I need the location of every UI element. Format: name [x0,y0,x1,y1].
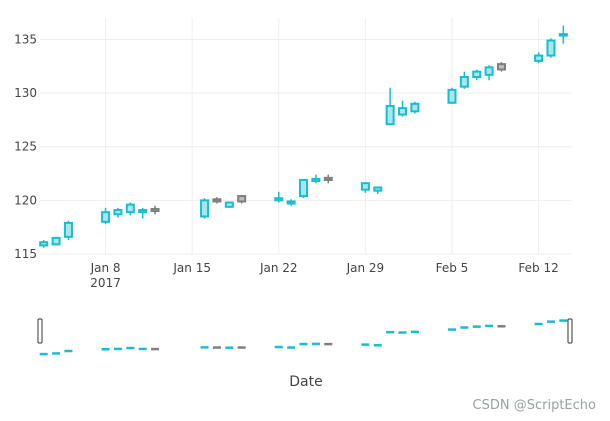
x-tick-label: Jan 22 [259,261,298,275]
candle-body-increasing [472,70,482,78]
candle-body-increasing [101,211,111,223]
candle-body-increasing [546,39,556,57]
y-tick-label: 130 [14,86,37,100]
candle-body-increasing [274,197,284,202]
candle-layer [39,25,568,248]
candle-body-increasing [125,203,135,214]
range-slider[interactable] [37,318,573,356]
candle-body-decreasing [237,195,247,203]
candle-body-increasing [224,201,234,208]
candle-body-increasing [484,66,494,76]
candle-body-increasing [360,182,370,191]
candle-body-increasing [447,88,457,104]
candle-body-decreasing [150,207,160,213]
candle-body-increasing [200,199,210,218]
y-axis-ticks: 115 120 125 130 135 [14,32,37,261]
candle-body-increasing [51,236,61,246]
candle-body-increasing [138,209,148,214]
watermark-text: CSDN @ScriptEcho [472,398,596,413]
candle-body-increasing [558,33,568,37]
candle-body-increasing [385,104,395,126]
candle-body-increasing [299,178,309,198]
candle-body-increasing [311,177,321,183]
candle-body-increasing [398,107,408,116]
candle-body-decreasing [323,176,333,181]
x-tick-label: Feb 12 [518,261,558,275]
y-tick-label: 120 [14,193,37,207]
y-tick-label: 125 [14,140,37,154]
y-tick-label: 115 [14,247,37,261]
candle-body-increasing [63,221,73,238]
x-tick-label: Jan 15 [172,261,211,275]
slider-handle-left[interactable] [37,318,43,344]
candle-body-increasing [373,186,383,192]
x-tick-label: Jan 29 [346,261,385,275]
x-tick-label: Jan 8 [90,261,121,275]
candle-body-increasing [39,241,49,247]
candle-body-decreasing [212,198,222,203]
x-tick-label: Feb 5 [436,261,469,275]
grid-layer [40,18,572,255]
candle-body-increasing [534,54,544,62]
y-tick-label: 135 [14,32,37,46]
candle-body-decreasing [496,63,506,71]
slider-handle-right[interactable] [567,318,573,344]
x-tick-sublabel: 2017 [90,276,121,290]
candle-body-increasing [459,76,469,88]
x-axis-title: Date [289,374,322,390]
candle-body-increasing [113,209,123,216]
candle-body-increasing [286,200,296,205]
candle-body-increasing [410,102,420,113]
